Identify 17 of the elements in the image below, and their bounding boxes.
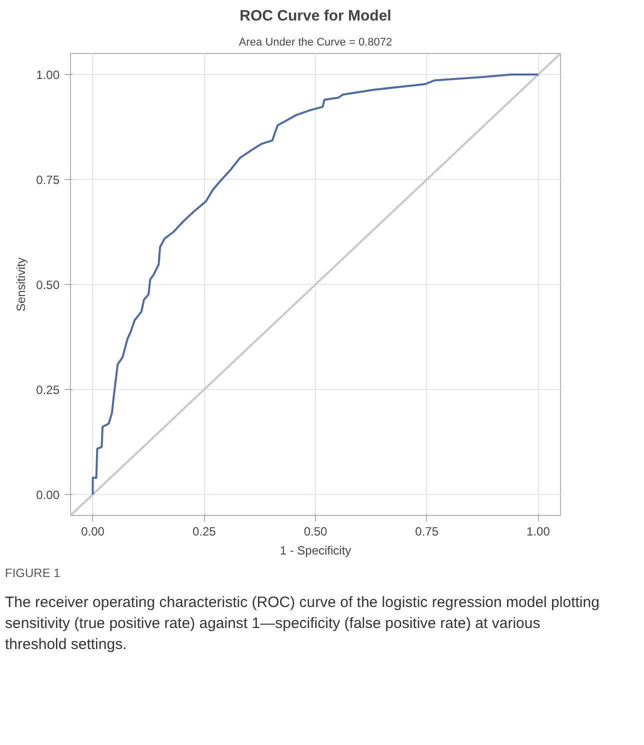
y-axis-title: Sensitivity (14, 257, 28, 312)
x-tick-label: 0.50 (304, 524, 328, 538)
text: The receiver operating characteristic (ROC) curve of the logistic regression model plotting sensitivity (true positive rate) against 1—specificity (false positive rate) at various threshold settings. (5, 593, 600, 656)
line-series (92, 74, 540, 496)
y-tick-label: 1.00 (36, 68, 60, 82)
y-tick-label: 0.75 (36, 173, 60, 187)
chart-title: ROC Curve for Model (240, 8, 392, 24)
x-tick-label: 0.25 (192, 524, 216, 538)
x-tick-label: 0.75 (415, 524, 439, 538)
y-tick-label: 0.00 (36, 488, 60, 502)
caption: FIGURE 1 (5, 565, 60, 582)
chart-subtitle: Area Under the Curve = 0.8072 (238, 36, 392, 48)
x-axis-title: 1 - Specificity (280, 544, 352, 558)
x-tick-label: 1.00 (526, 524, 550, 538)
y-tick-label: 0.50 (36, 278, 60, 292)
x-tick-label: 0.00 (81, 524, 105, 538)
y-tick-label: 0.25 (36, 383, 60, 397)
